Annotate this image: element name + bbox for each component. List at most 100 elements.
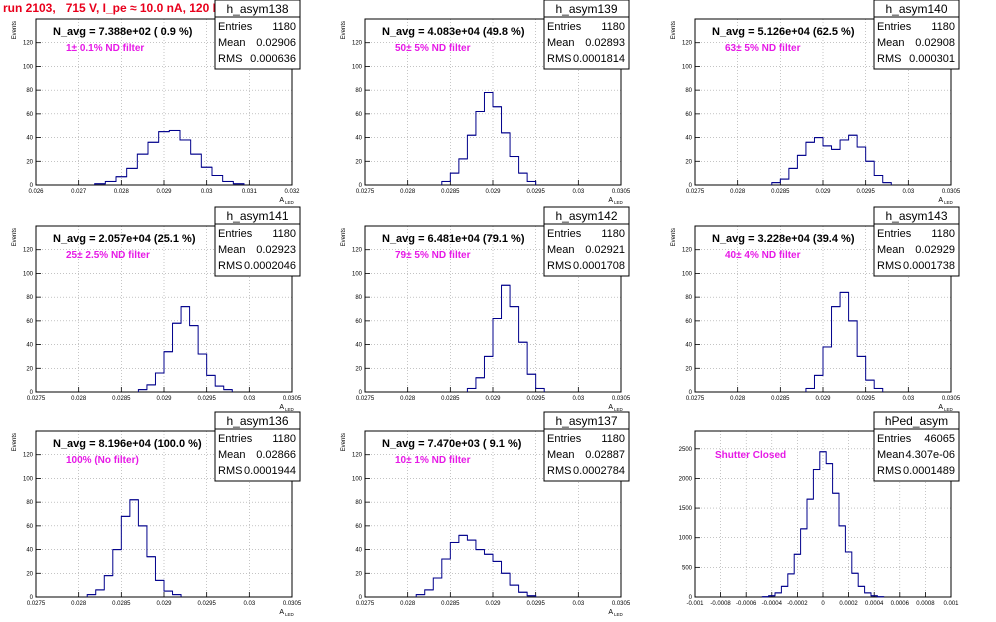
h_asym142-ytick-label-2: 40	[355, 343, 362, 349]
h_asym137-xlabel-sub: LED	[614, 612, 624, 617]
h_asym142-stats-box	[543, 206, 630, 277]
h_asym138-ytick-label-1: 20	[26, 159, 33, 165]
h_asym141-stats-label-1: Mean	[218, 244, 246, 256]
h_asym143-stats-label-0: Entries	[877, 228, 912, 240]
h_asym140-ylabel: Events	[671, 21, 677, 39]
h_asym139-stats-label-2: RMS	[547, 53, 571, 65]
h_asym138-histogram-line	[94, 129, 245, 185]
h_asym143-xtick-label-2: 0.0285	[771, 396, 790, 402]
h_asym142-stats-value-2: 0.0001708	[573, 260, 625, 272]
h_asym137-ytick-label-3: 60	[355, 524, 362, 530]
h_asym143-xtick-label-5: 0.03	[902, 396, 914, 402]
h_asym142-xlabel: A	[608, 404, 613, 411]
h_asym138-xtick-label-4: 0.03	[201, 189, 213, 195]
h_asym139-navg: N_avg = 4.083e+04 (49.8 %)	[382, 26, 525, 38]
h_asym142-filter-label: 79± 5% ND filter	[395, 250, 471, 261]
h_asym136-ylabel: Events	[12, 433, 18, 451]
h_asym143-navg: N_avg = 3.228e+04 (39.4 %)	[712, 233, 855, 245]
h_asym139-xtick-label-2: 0.0285	[441, 189, 460, 195]
hPed_asym-xtick-label-0: -0.001	[686, 601, 704, 607]
h_asym140-stats-value-1: 0.02908	[915, 37, 955, 49]
h_asym142-stats-label-1: Mean	[547, 244, 575, 256]
h_asym142-stats-label-0: Entries	[547, 228, 582, 240]
h_asym143-stats-box	[873, 206, 960, 277]
hPed_asym-stats-value-0: 46065	[924, 433, 955, 445]
h_asym137-xtick-label-5: 0.03	[572, 601, 584, 607]
h_asym140-stats-label-2: RMS	[877, 53, 901, 65]
hPed_asym-stats-label-2: RMS	[877, 465, 901, 477]
h_asym143-stats-label-2: RMS	[877, 260, 901, 272]
h_asym143-ytick-label-5: 100	[682, 271, 693, 277]
h_asym142-ytick-label-4: 80	[355, 295, 362, 301]
h_asym142-stats-value-0: 1180	[601, 228, 625, 240]
h_asym141-ylabel: Events	[12, 228, 18, 246]
h_asym140-stats-label-0: Entries	[877, 21, 912, 33]
h_asym136-stats-label-1: Mean	[218, 449, 246, 461]
h_asym136-xtick-label-6: 0.0305	[283, 601, 302, 607]
hPed_asym-stats-box	[873, 411, 960, 482]
h_asym139-stats-value-1: 0.02893	[585, 37, 625, 49]
h_asym138-stats-value-2: 0.000636	[250, 53, 296, 65]
h_asym140-ytick-label-0: 0	[689, 183, 693, 189]
hPed_asym-xtick-label-3: -0.0004	[762, 601, 783, 607]
h_asym141-stats-box	[214, 206, 301, 277]
h_asym138-stats-box	[214, 0, 301, 70]
h_asym139-ylabel: Events	[341, 21, 347, 39]
h_asym141-ytick-label-1: 20	[26, 366, 33, 372]
h_asym138-ytick-label-3: 60	[26, 112, 33, 118]
hPed_asym-xtick-label-10: 0.001	[943, 601, 959, 607]
h_asym136-xtick-label-0: 0.0275	[27, 601, 46, 607]
h_asym140-filter-label: 63± 5% ND filter	[725, 43, 801, 54]
h_asym139-xtick-label-4: 0.0295	[526, 189, 545, 195]
h_asym143-stats-label-1: Mean	[877, 244, 905, 256]
h_asym141-stats-value-2: 0.0002046	[244, 260, 296, 272]
h_asym142-xlabel-sub: LED	[614, 407, 624, 412]
h_asym138-stats-label-1: Mean	[218, 37, 246, 49]
h_asym139-xtick-label-6: 0.0305	[612, 189, 631, 195]
h_asym137-ytick-label-1: 20	[355, 571, 362, 577]
h_asym142-xtick-label-5: 0.03	[572, 396, 584, 402]
h_asym143-filter-label: 40± 4% ND filter	[725, 250, 801, 261]
h_asym142-ytick-label-3: 60	[355, 319, 362, 325]
h_asym143-ylabel: Events	[671, 228, 677, 246]
h_asym137-stats-name: h_asym137	[555, 414, 617, 428]
h_asym143-stats-value-2: 0.0001738	[903, 260, 955, 272]
h_asym141-xtick-label-2: 0.0285	[112, 396, 131, 402]
h_asym139-stats-value-0: 1180	[601, 21, 625, 33]
h_asym139-ytick-label-0: 0	[359, 183, 363, 189]
hPed_asym-stats-label-0: Entries	[877, 433, 912, 445]
h_asym140-xlabel: A	[938, 197, 943, 204]
h_asym141-navg: N_avg = 2.057e+04 (25.1 %)	[53, 233, 196, 245]
hPed_asym-ytick-label-3: 1500	[679, 506, 693, 512]
h_asym142-stats-name: h_asym142	[555, 209, 617, 223]
h_asym140-xtick-label-0: 0.0275	[686, 189, 705, 195]
h_asym137-stats-value-0: 1180	[601, 433, 625, 445]
h_asym139-ytick-label-6: 120	[352, 41, 363, 47]
h_asym137-ylabel: Events	[341, 433, 347, 451]
h_asym140-xlabel-sub: LED	[944, 200, 954, 205]
h_asym136-ytick-label-1: 20	[26, 571, 33, 577]
h_asym143-ytick-label-2: 40	[685, 343, 692, 349]
h_asym140-xtick-label-3: 0.029	[815, 189, 831, 195]
h_asym139-xtick-label-5: 0.03	[572, 189, 584, 195]
h_asym140-ytick-label-4: 80	[685, 88, 692, 94]
h_asym141-ytick-label-5: 100	[23, 271, 34, 277]
h_asym141-ytick-label-3: 60	[26, 319, 33, 325]
h_asym142-xtick-label-3: 0.029	[485, 396, 501, 402]
h_asym141-ytick-label-6: 120	[23, 248, 34, 254]
h_asym137-xlabel: A	[608, 609, 613, 616]
h_asym143-stats-value-0: 1180	[931, 228, 955, 240]
h_asym138-xtick-label-3: 0.029	[156, 189, 172, 195]
h_asym138-ytick-label-5: 100	[23, 64, 34, 70]
h_asym140-ytick-label-6: 120	[682, 41, 693, 47]
h_asym143-xlabel: A	[938, 404, 943, 411]
h_asym143-ytick-label-3: 60	[685, 319, 692, 325]
h_asym141-ytick-label-0: 0	[30, 390, 34, 396]
h_asym139-ytick-label-1: 20	[355, 159, 362, 165]
h_asym138-ytick-label-6: 120	[23, 41, 34, 47]
h_asym136-stats-box	[214, 411, 301, 482]
h_asym137-xtick-label-3: 0.029	[485, 601, 501, 607]
h_asym136-stats-label-0: Entries	[218, 433, 253, 445]
h_asym140-xtick-label-1: 0.028	[730, 189, 746, 195]
h_asym143-ytick-label-4: 80	[685, 295, 692, 301]
